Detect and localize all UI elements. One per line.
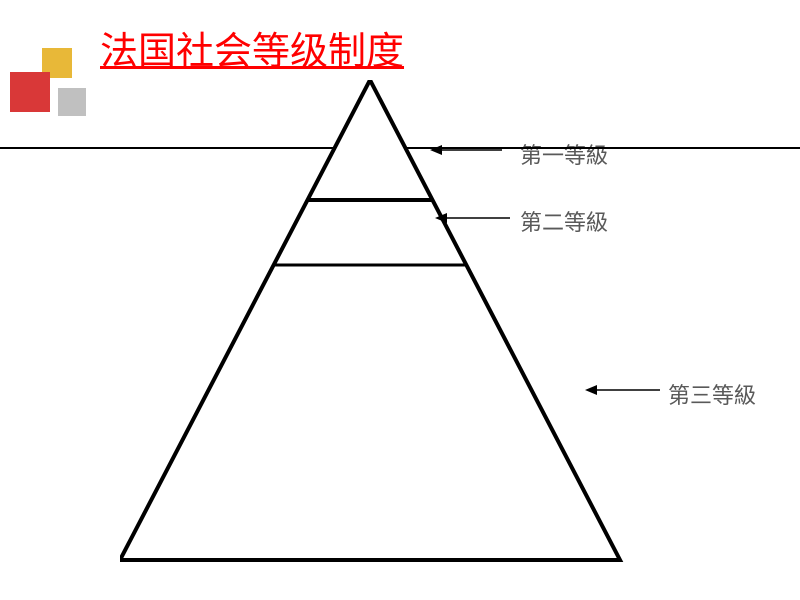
pyramid-triangle: [120, 80, 620, 560]
annotation-tier-3: 第三等級: [668, 378, 756, 410]
decoration-squares: [10, 48, 100, 133]
slide-title: 法国社会等级制度: [100, 20, 404, 75]
deco-square-2: [58, 88, 86, 116]
pyramid-svg: [120, 80, 640, 580]
deco-svg: [10, 48, 100, 128]
pyramid-diagram: [120, 80, 640, 585]
deco-square-1: [10, 72, 50, 112]
